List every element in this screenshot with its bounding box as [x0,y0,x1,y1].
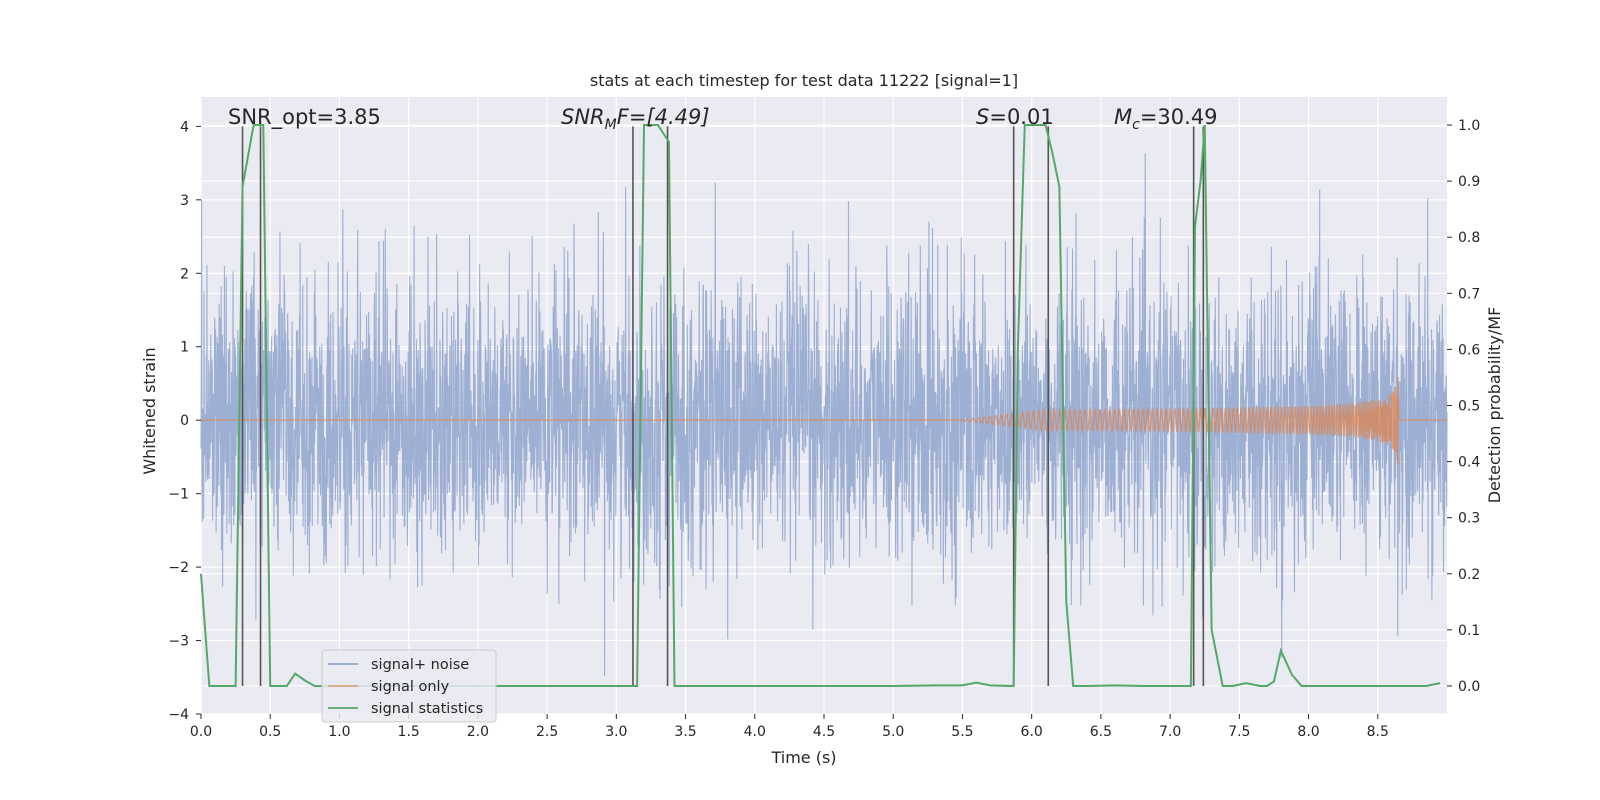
signal-statistics-line [200,124,1441,687]
y-left-tick-label-1: −3 [168,634,189,650]
annotation-mc-main: M [1114,105,1132,129]
annotation-s-main: S [976,105,989,129]
y-right-tick-label-7: 0.7 [1458,286,1480,302]
y-left-tick-label-0: −4 [168,707,189,723]
series-signal-statistics [200,124,1441,687]
signal-only-line [201,376,1447,465]
x-tick-label-15: 7.5 [1228,724,1250,740]
y-right-tick-label-9: 0.9 [1458,174,1480,190]
y-right-tick-label-1: 0.1 [1458,623,1480,639]
x-tick-label-9: 4.5 [813,724,835,740]
x-tick-label-2: 1.0 [328,724,350,740]
x-tick-label-10: 5.0 [882,724,904,740]
annotation-mc-sub: c [1132,117,1140,133]
legend-box [321,649,497,723]
x-tick-label-4: 2.0 [467,724,489,740]
y-axis-label-left: Whitened strain [140,347,159,474]
axes: 0.0 0.5 1.0 1.5 2.0 2.5 3.0 3.5 4.0 4.5 5.0 5.5 6.0 6… [168,118,1480,740]
x-tick-label-14: 7.0 [1159,724,1181,740]
y-right-tick-label-4: 0.4 [1458,455,1480,471]
x-tick-label-0: 0.0 [190,724,212,740]
y-right-tick-label-0: 0.0 [1458,679,1480,695]
y-right-tick-label-6: 0.6 [1458,342,1480,358]
series-signal-only [201,376,1447,465]
annotation-s: S=0.01 [976,105,1054,129]
x-tick-label-5: 2.5 [536,724,558,740]
y-left-tick-label-5: 1 [180,340,189,356]
x-tick-label-1: 0.5 [259,724,281,740]
x-axis-label: Time (s) [770,748,836,767]
y-axis-label-right: Detection probability/MF [1485,307,1504,504]
x-tick-label-3: 1.5 [398,724,420,740]
x-tick-label-7: 3.5 [674,724,696,740]
y-right-tick-label-5: 0.5 [1458,399,1480,415]
x-tick-label-6: 3.0 [605,724,627,740]
y-left-tick-label-3: −1 [168,487,189,503]
y-left-tick-label-8: 4 [180,119,189,135]
noise-line [200,153,1448,676]
y-left-tick-label-2: −2 [168,560,189,576]
chart-title: stats at each timestep for test data 112… [590,71,1018,90]
y-left-tick-label-7: 3 [180,193,189,209]
y-right-tick-label-8: 0.8 [1458,230,1480,246]
grid [200,97,1447,715]
y-left-tick-label-4: 0 [180,413,189,429]
y-left-tick-label-6: 2 [180,266,189,282]
x-tick-label-11: 5.5 [951,724,973,740]
x-tick-label-17: 8.5 [1367,724,1389,740]
legend-label-signal-only: signal only [371,679,450,695]
x-tick-label-12: 6.0 [1021,724,1043,740]
legend-label-signal-statistics: signal statistics [371,701,483,717]
x-tick-label-8: 4.0 [744,724,766,740]
annotation-snr-mf-rest-f: F=[4.49] [617,105,710,129]
x-tick-label-16: 8.0 [1297,724,1319,740]
annotation-snr-mf-main: SNR [561,105,605,129]
x-tick-label-13: 6.5 [1090,724,1112,740]
annotation-s-rest: =0.01 [989,105,1053,129]
series-signal-plus-noise [200,153,1448,676]
y-right-tick-label-10: 1.0 [1458,118,1480,134]
y-right-tick-label-2: 0.2 [1458,567,1480,583]
annotation-snr-mf-sub: M [605,117,617,133]
legend-label-signal-plus-noise: signal+ noise [371,657,469,673]
annotation-mc: Mc=30.49 [1114,105,1218,133]
legend: signal+ noise signal only signal statist… [321,649,497,723]
y-right-tick-label-3: 0.3 [1458,511,1480,527]
annotation-mc-rest: =30.49 [1140,105,1218,129]
annotation-snr-opt: SNR_opt=3.85 [228,105,381,130]
annotation-snr-mf: SNRMF=[4.49] [561,105,710,133]
